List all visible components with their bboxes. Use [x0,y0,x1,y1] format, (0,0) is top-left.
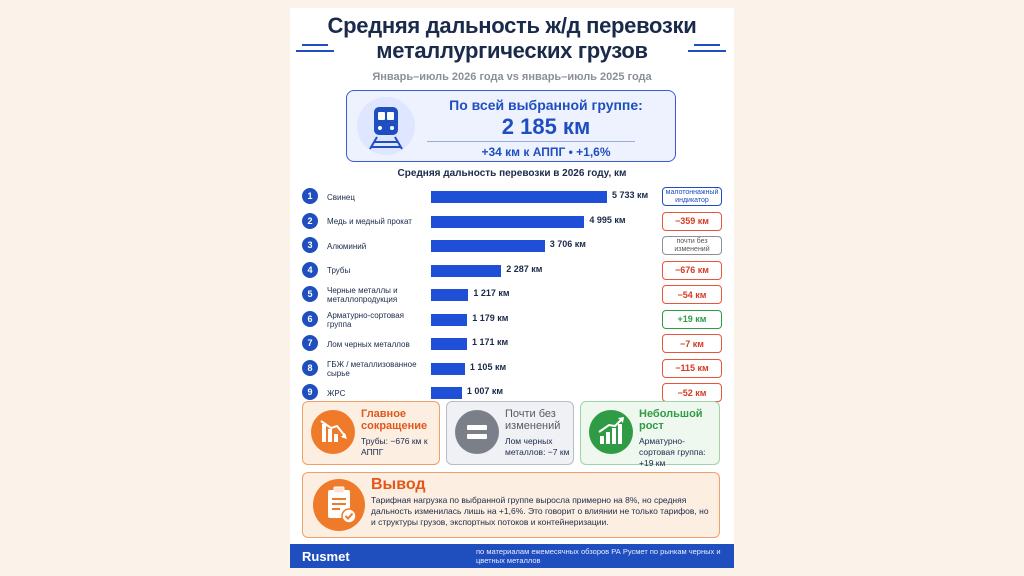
highlight-title: Небольшой рост [639,408,703,432]
category-label: Алюминий [327,241,367,251]
summary-box: По всей выбранной группе: 2 185 км +34 к… [346,90,676,162]
value-label: 5 733 км [612,190,649,200]
rank-badge: 7 [302,335,318,351]
category-label: ГБЖ / металлизованное сырье [327,359,417,378]
chart-row: 6 Арматурно-сортовая группа 1 179 км +19 км [290,309,734,331]
bar [431,387,462,399]
value-label: 1 007 км [466,386,504,396]
value-label: 1 171 км [471,337,509,347]
highlight-no-change: Почти без изменений Лом черных металлов:… [446,401,574,465]
summary-label: По всей выбранной группе: [449,97,643,113]
train-icon [357,97,415,155]
clipboard-check-icon [313,479,365,531]
infographic-card: Средняя дальность ж/д перевозки металлур… [290,8,734,568]
rank-badge: 4 [302,261,318,278]
chart-row: 1 Свинец 5 733 км малотоннажный индикатор [290,186,734,208]
page-title: Средняя дальность ж/д перевозки металлур… [327,13,697,63]
change-badge: −115 км [662,358,722,378]
category-label: Арматурно-сортовая группа [327,310,404,329]
change-badge: −52 км [662,383,722,402]
chart-row: 5 Черные металлы и металлопродукция 1 217 … [290,284,734,306]
chart-row: 2 Медь и медный прокат 4 995 км −359 км [290,211,734,233]
highlight-main-decrease: Главное сокращение Трубы: −676 км к АППГ [302,401,440,465]
summary-change: +34 км к АППГ • +1,6% [481,145,611,159]
rank-badge: 8 [302,359,318,376]
bar [431,313,468,326]
value-label: 4 995 км [589,214,626,225]
change-badge: малотоннажный индикатор [662,187,722,206]
decor-line [302,44,328,46]
change-badge: −54 км [662,285,722,304]
bar [431,264,502,277]
highlight-small-growth: Небольшой рост Арматурно-сортовая группа… [580,401,720,468]
chart-row: 3 Алюминий 3 706 км почти без изменений [290,235,734,257]
subtitle: Январь–июль 2026 года vs январь–июль 202… [372,71,652,83]
chart-row: 9 ЖРС 1 007 км −52 км [290,382,734,404]
category-label: ЖРС [327,388,346,398]
value-label: 2 287 км [506,263,543,274]
change-badge: −676 км [662,260,722,280]
conclusion-title: Вывод [371,476,426,493]
bar [431,240,545,252]
value-label: 1 179 км [472,312,509,323]
equals-icon [455,410,499,454]
category-label: Лом черных металлов [327,339,410,349]
footer: Rusmet по материалам ежемесячных обзоров… [290,544,734,568]
trend-down-icon [311,410,355,454]
highlight-text: Трубы: −676 км к АППГ [361,436,428,457]
bar [431,191,607,203]
rank-badge: 9 [302,384,318,400]
change-badge: −7 км [662,334,722,353]
chart-row: 8 ГБЖ / металлизованное сырье 1 105 км −115… [290,358,734,380]
decor-line [688,50,726,52]
bar [431,215,585,228]
rank-badge: 1 [302,188,318,204]
source-note: по материалам ежемесячных обзоров РА Рус… [476,547,721,565]
category-label: Свинец [327,192,355,202]
conclusion-text: Тарифная нагрузка по выбранной группе вы… [371,495,709,527]
decor-line [694,44,720,46]
summary-value: 2 185 км [501,114,591,139]
chart-title: Средняя дальность перевозки в 2026 году,… [397,168,627,179]
chart-row: 7 Лом черных металлов 1 171 км −7 км [290,333,734,355]
value-label: 1 105 км [469,361,507,372]
bar [431,338,467,350]
bar [431,289,469,301]
bar [431,362,465,375]
rusmet-logo: Rusmet [302,549,350,564]
chart-row: 4 Трубы 2 287 км −676 км [290,260,734,282]
decor-line [296,50,334,52]
category-label: Черные металлы и металлопродукция [327,286,398,304]
change-badge: −359 км [662,211,722,231]
change-badge: почти без изменений [662,236,722,255]
trend-up-icon [589,410,633,454]
rank-badge: 2 [302,212,318,229]
rank-badge: 3 [302,237,318,253]
change-badge: +19 км [662,309,722,329]
category-label: Медь и медный прокат [327,217,412,226]
rank-badge: 5 [302,286,318,302]
highlight-text: Арматурно-сортовая группа: +19 км [639,436,706,468]
highlight-title: Главное сокращение [361,408,428,432]
value-label: 1 217 км [473,288,510,298]
highlight-title: Почти без изменений [505,408,561,432]
conclusion-box: Вывод Тарифная нагрузка по выбранной гру… [302,472,720,538]
value-label: 3 706 км [549,239,586,249]
summary-divider [427,141,635,142]
category-label: Трубы [327,266,351,275]
highlight-text: Лом черных металлов: −7 км [505,436,570,457]
rank-badge: 6 [302,310,318,327]
